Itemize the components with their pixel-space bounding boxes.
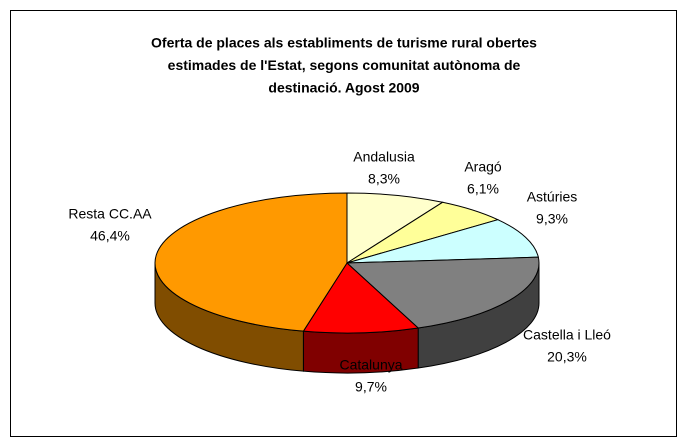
category-label: Castella i Lleó: [523, 327, 611, 343]
chart-title: estimades de l'Estat, segons comunitat a…: [168, 57, 521, 73]
slice: [346, 219, 539, 264]
value-label: 6,1%: [467, 181, 499, 197]
chart-title: destinació. Agost 2009: [268, 80, 419, 96]
value-label: 8,3%: [368, 171, 400, 187]
value-label: 46,4%: [90, 228, 130, 244]
category-label: Catalunya: [339, 357, 402, 373]
slice: [345, 256, 540, 329]
category-label: Resta CC.AA: [68, 206, 152, 222]
chart-title: Oferta de places als establiments de tur…: [151, 35, 537, 51]
category-label: Andalusia: [353, 149, 415, 165]
value-label: 20,3%: [547, 349, 587, 365]
slice: [346, 192, 444, 264]
value-label: 9,7%: [355, 379, 387, 395]
category-label: Astúries: [527, 189, 578, 205]
category-label: Aragó: [464, 159, 502, 175]
slice: [302, 262, 420, 334]
slice: [154, 192, 348, 332]
value-label: 9,3%: [536, 211, 568, 227]
